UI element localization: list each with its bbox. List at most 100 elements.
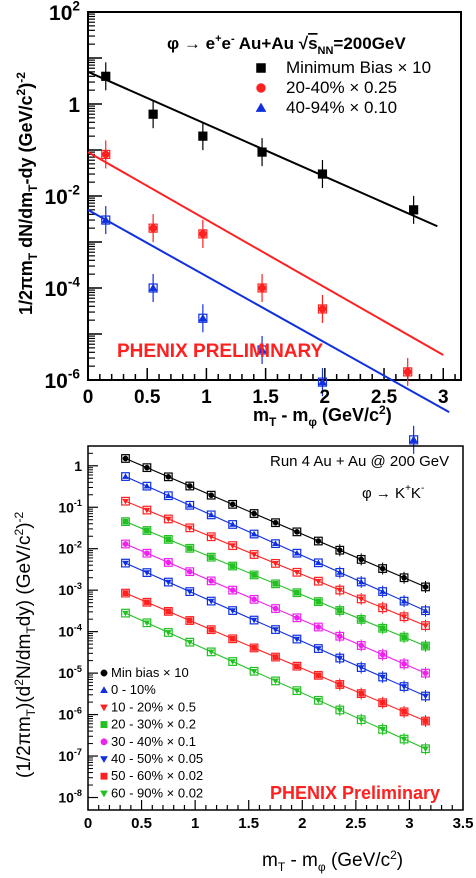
systematic-box <box>356 614 366 624</box>
systematic-box <box>142 526 152 535</box>
data-point <box>379 651 386 658</box>
data-point <box>315 578 322 585</box>
data-point <box>199 230 207 238</box>
systematic-box <box>292 588 302 598</box>
data-point <box>229 587 236 593</box>
data-point <box>250 617 258 624</box>
systematic-box <box>313 536 323 546</box>
data-point <box>336 547 343 554</box>
data-point <box>101 215 111 224</box>
x-tick-label: 0.5 <box>131 815 152 832</box>
data-point <box>207 511 215 518</box>
data-point <box>400 614 408 621</box>
data-point <box>315 672 322 679</box>
x-tick-label: 0 <box>83 387 94 408</box>
systematic-box <box>378 564 388 573</box>
systematic-box <box>356 577 366 587</box>
data-point <box>379 605 386 612</box>
data-point <box>293 569 301 576</box>
data-point <box>229 501 236 508</box>
data-point <box>122 518 129 525</box>
data-point <box>379 727 386 733</box>
systematic-box <box>206 576 216 586</box>
data-point <box>122 455 129 462</box>
systematic-box <box>198 131 208 141</box>
data-point <box>358 642 365 649</box>
bottom-y-axis-label: (1/2πmT)(d2N/dmTdy) (GeV/c2)-2 <box>12 511 38 778</box>
systematic-box <box>249 666 259 676</box>
data-point <box>122 473 129 479</box>
sqrt-symbol: √ <box>299 34 309 53</box>
systematic-box <box>335 631 345 641</box>
data-point <box>422 623 429 629</box>
top-chart-title: φ → e+e- Au+Au √sNN=200GeV <box>167 33 406 57</box>
data-point <box>336 607 343 614</box>
data-point <box>165 630 172 636</box>
data-point <box>409 435 419 443</box>
systematic-box <box>335 680 345 689</box>
data-point <box>358 690 365 697</box>
legend-label: Minimum Bias × 10 <box>286 58 431 77</box>
x-tick-label: 1 <box>201 387 212 408</box>
x-tick-label: 2.5 <box>371 387 398 408</box>
systematic-box <box>421 691 430 701</box>
data-point <box>251 645 257 651</box>
x-tick-label: 3 <box>438 387 449 408</box>
data-point <box>422 693 429 700</box>
x-tick-label: 2 <box>298 815 306 832</box>
data-point <box>315 559 322 566</box>
legend-marker <box>100 704 108 712</box>
data-point <box>379 565 386 572</box>
systematic-box <box>271 604 280 613</box>
bottom-annotation: PHENIX Preliminary <box>270 783 440 803</box>
data-point <box>379 674 386 681</box>
y-tick-label: 10-5 <box>58 664 82 681</box>
data-point <box>165 536 172 543</box>
systematic-box <box>121 558 130 568</box>
x-tick-label: 2 <box>320 387 331 408</box>
legend-marker <box>255 102 267 112</box>
legend-label: 20-40% × 0.25 <box>286 78 397 97</box>
systematic-box <box>317 169 328 179</box>
bottom-legend: Min bias × 10 0 - 10% 10 - 20% × 0.5 20 - 3… <box>100 665 203 800</box>
data-point <box>272 605 279 612</box>
top-y-axis-label: 1/2πmT dN/dmT-dy (GeV/c2)-2 <box>14 72 40 315</box>
data-point <box>207 598 215 605</box>
systematic-box <box>421 621 430 630</box>
x-tick-label: 3.5 <box>453 815 474 832</box>
data-point <box>272 519 279 526</box>
x-tick-label: 1.5 <box>238 815 259 832</box>
top-x-axis-label: mT - mφ (GeV/c2) <box>253 403 392 429</box>
y-tick-label: 10-1 <box>58 498 82 515</box>
systematic-box <box>313 622 323 632</box>
data-point <box>144 550 150 557</box>
data-point <box>422 584 429 590</box>
bottom-data-points <box>121 454 430 755</box>
data-point <box>186 568 193 575</box>
y-tick-label: 1 <box>74 458 82 474</box>
data-point <box>318 377 327 386</box>
systematic-box <box>142 481 152 491</box>
data-point <box>229 563 236 569</box>
systematic-box <box>292 527 302 537</box>
data-point <box>294 529 300 535</box>
systematic-box <box>206 490 216 500</box>
systematic-box <box>313 695 323 705</box>
data-point <box>357 578 365 585</box>
top-axis-ticks <box>87 11 456 381</box>
systematic-box <box>317 304 328 314</box>
data-point <box>272 540 279 546</box>
bottom-plot-frame <box>87 445 464 811</box>
systematic-box <box>228 520 238 529</box>
y-tick-label: 10-8 <box>58 788 82 805</box>
data-point <box>379 699 386 706</box>
data-point <box>165 473 172 480</box>
data-point <box>336 707 344 714</box>
y-tick-label: 10-6 <box>45 367 81 393</box>
x-tick-label: 3 <box>405 815 413 832</box>
legend-marker <box>100 790 108 798</box>
data-point <box>294 589 300 596</box>
systematic-box <box>206 596 216 606</box>
data-point <box>250 552 258 558</box>
